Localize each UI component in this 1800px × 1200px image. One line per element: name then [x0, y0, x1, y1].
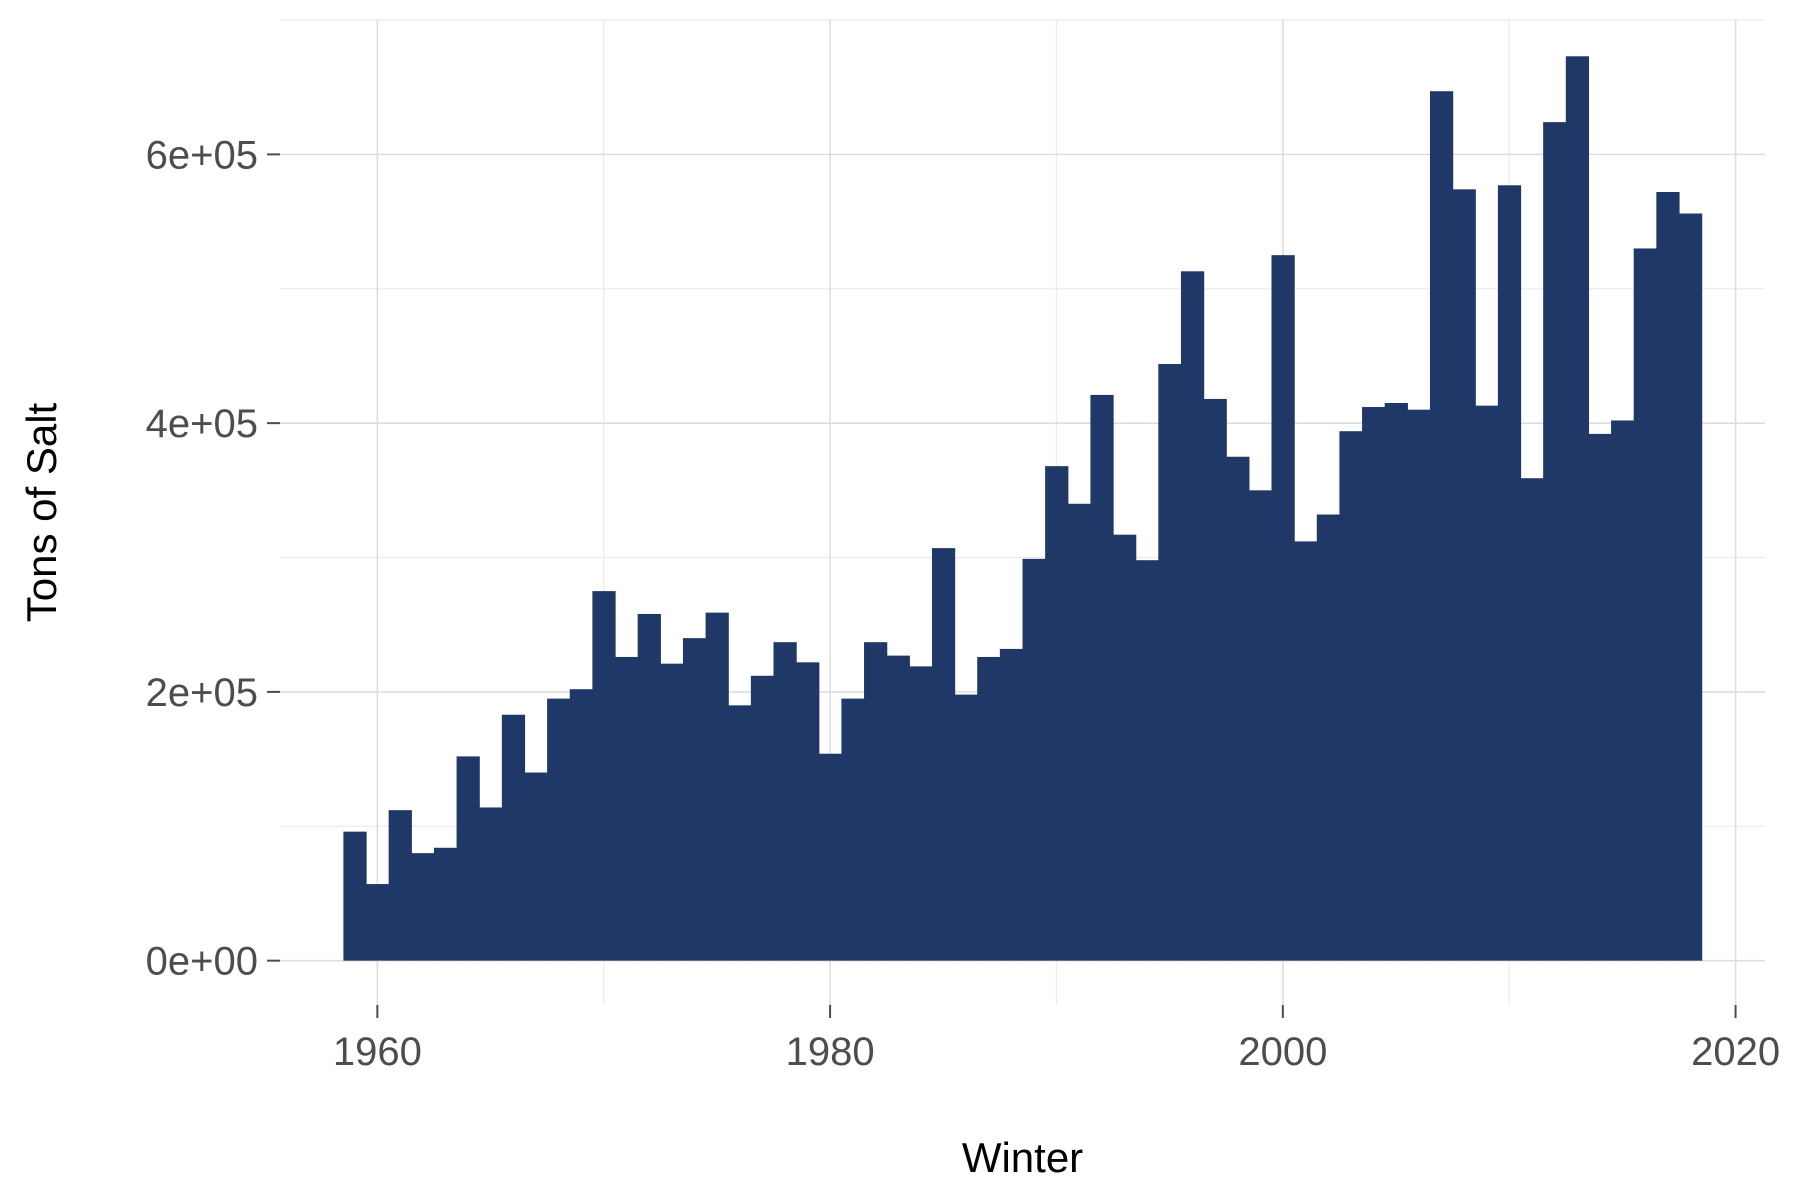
- bar: [1520, 478, 1544, 961]
- bar: [1497, 185, 1522, 961]
- bar: [479, 807, 503, 961]
- bar: [1475, 405, 1499, 961]
- bar: [1203, 398, 1227, 961]
- bar: [1588, 433, 1612, 961]
- bar: [954, 694, 978, 961]
- bars: [343, 56, 1703, 961]
- bar: [1135, 560, 1159, 961]
- bar: [388, 810, 412, 961]
- bar: [1158, 364, 1182, 961]
- bar: [864, 642, 888, 961]
- x-tick-label: 2000: [1238, 1030, 1327, 1074]
- bar: [366, 884, 390, 961]
- bar: [547, 698, 571, 961]
- y-tick-label: 0e+00: [146, 940, 258, 984]
- bar: [569, 689, 593, 961]
- bar: [818, 753, 843, 961]
- bar: [1226, 456, 1250, 961]
- x-axis-title: Winter: [962, 1134, 1083, 1181]
- bar: [433, 847, 458, 961]
- bar: [1565, 56, 1590, 961]
- bar: [728, 705, 752, 961]
- bar: [1067, 503, 1092, 961]
- bar: [1113, 534, 1137, 961]
- bar: [1678, 213, 1703, 961]
- x-tick-label: 1960: [333, 1030, 422, 1074]
- bar: [501, 714, 526, 961]
- bar: [615, 656, 639, 961]
- bar: [796, 662, 820, 961]
- x-tick-label: 1980: [786, 1030, 875, 1074]
- bar: [1429, 91, 1454, 961]
- bar: [1090, 394, 1114, 961]
- bar: [637, 613, 661, 961]
- bar: [1384, 402, 1408, 961]
- bar: [931, 548, 956, 961]
- y-axis-title: Tons of Salt: [18, 402, 65, 622]
- bar: [1452, 189, 1476, 961]
- bar: [1407, 409, 1431, 961]
- bar: [660, 663, 684, 961]
- bar: [1180, 271, 1205, 961]
- bar: [343, 831, 367, 961]
- bar: [909, 666, 933, 961]
- bar: [682, 638, 707, 961]
- bar: [999, 648, 1024, 961]
- y-tick-label: 6e+05: [146, 133, 258, 177]
- bar: [1633, 248, 1657, 961]
- bar: [977, 656, 1001, 961]
- bar: [1045, 466, 1069, 961]
- bar: [1362, 407, 1386, 961]
- bar: [411, 853, 435, 961]
- bar: [1339, 431, 1363, 961]
- bar: [1271, 255, 1295, 961]
- bar: [524, 772, 548, 961]
- bar: [1248, 490, 1273, 961]
- axes: 0e+00 2e+05 4e+05 6e+05 1960 1980 2000 2020: [146, 133, 1780, 1074]
- x-tick-label: 2020: [1691, 1030, 1780, 1074]
- bar: [1611, 420, 1635, 961]
- y-tick-label: 2e+05: [146, 671, 258, 715]
- bar: [1022, 558, 1046, 961]
- bar: [750, 675, 775, 961]
- bar: [592, 591, 616, 961]
- bar: [1656, 192, 1680, 961]
- y-tick-label: 4e+05: [146, 402, 258, 446]
- bar: [773, 642, 797, 961]
- bar: [705, 612, 729, 961]
- bar: [1543, 122, 1567, 961]
- bar: [1294, 541, 1318, 961]
- bar: [886, 655, 910, 961]
- bar: [1316, 514, 1341, 961]
- bar: [841, 698, 865, 961]
- bar: [456, 756, 480, 961]
